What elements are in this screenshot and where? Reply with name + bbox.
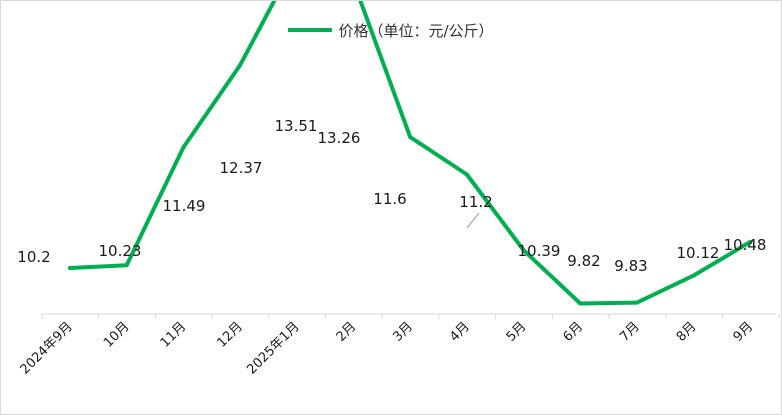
data-label: 10.48: [724, 236, 767, 254]
data-point: [691, 273, 696, 278]
x-tick-label: 2025年1月: [244, 319, 302, 377]
data-label: 9.82: [567, 252, 600, 270]
data-label: 10.12: [677, 244, 720, 262]
data-point: [464, 172, 469, 177]
data-label: 13.26: [318, 129, 361, 147]
legend-line-swatch: [288, 28, 333, 32]
legend: 价格（单位：元/公斤）: [1, 19, 781, 41]
data-point: [68, 266, 72, 270]
data-label: 12.37: [220, 159, 263, 177]
data-point: [181, 145, 186, 150]
data-point: [408, 135, 413, 140]
x-tick-label: 3月: [390, 319, 416, 345]
data-label: 13.51: [275, 117, 318, 135]
series-line: [68, 1, 753, 306]
data-point: [124, 263, 129, 268]
x-tick-label: 10月: [101, 319, 132, 350]
legend-label: 价格（单位：元/公斤）: [338, 21, 494, 40]
x-tick-label: 2024年9月: [18, 319, 76, 377]
data-point: [635, 300, 639, 305]
data-point: [578, 301, 583, 306]
x-tick-label: 8月: [674, 319, 700, 345]
x-tick-label: 7月: [617, 319, 643, 345]
data-label: 11.6: [373, 190, 406, 208]
data-label-leader-line: [466, 212, 480, 229]
x-tick-label: 6月: [560, 319, 586, 345]
data-point: [238, 63, 243, 68]
data-label: 11.2: [459, 193, 492, 211]
data-label: 11.49: [163, 197, 206, 215]
x-tick-label: 5月: [504, 319, 530, 345]
data-label: 10.2: [17, 248, 50, 266]
x-tick-label: 9月: [731, 319, 757, 345]
x-tick-label: 11月: [158, 319, 189, 350]
data-label: 10.39: [518, 242, 561, 260]
data-point: [521, 248, 526, 253]
data-label: 10.23: [99, 242, 142, 260]
x-tick-label: 4月: [447, 319, 473, 345]
x-tick-label: 2月: [334, 319, 360, 345]
data-point: [748, 239, 753, 244]
x-tick-label: 12月: [214, 319, 245, 350]
data-label: 9.83: [614, 257, 647, 275]
